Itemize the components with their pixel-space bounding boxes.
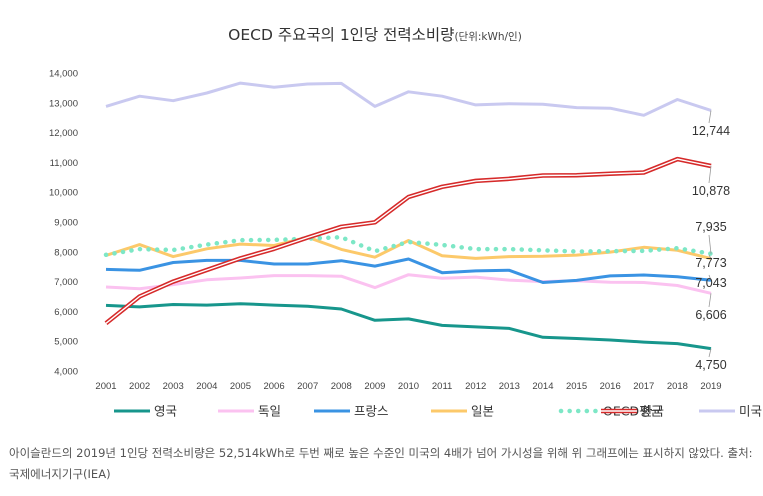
legend-item-0: 영국 xyxy=(114,404,177,419)
y-tick-label: 12,000 xyxy=(49,128,78,139)
series-line-4 xyxy=(103,234,714,258)
legend-label: 한국 xyxy=(641,404,664,419)
x-tick-label: 2006 xyxy=(263,381,284,392)
legend-label: 일본 xyxy=(471,404,494,419)
y-tick-label: 9,000 xyxy=(54,218,78,229)
y-tick-label: 13,000 xyxy=(49,98,78,109)
end-label-leader xyxy=(708,348,712,358)
y-axis: 4,000 5,000 6,000 7,000 8,000 9,000 10,000 11,0… xyxy=(49,69,78,378)
y-tick-label: 11,000 xyxy=(50,158,78,169)
end-label-leader xyxy=(708,110,712,124)
series-line-6 xyxy=(105,81,712,117)
legend-label: 영국 xyxy=(154,404,177,419)
x-tick-label: 2013 xyxy=(499,381,520,392)
line-chart: OECD 주요국의 1인당 전력소비량(단위:kWh/인) 4,000 5,000… xyxy=(49,26,762,419)
end-label: 7,043 xyxy=(695,276,726,290)
legend-item-6: 미국 xyxy=(699,404,762,419)
x-tick-label: 2005 xyxy=(230,381,251,392)
legend-label: 독일 xyxy=(258,404,281,419)
x-tick-label: 2003 xyxy=(163,381,184,392)
y-tick-label: 7,000 xyxy=(54,277,78,288)
x-tick-label: 2019 xyxy=(700,381,721,392)
series-line-1 xyxy=(105,273,712,295)
series-line-2 xyxy=(105,257,712,284)
x-tick-label: 2011 xyxy=(432,381,452,392)
x-tick-label: 2002 xyxy=(129,381,150,392)
series-line-3 xyxy=(105,235,712,261)
y-tick-label: 10,000 xyxy=(49,188,78,199)
end-labels: 4,750 6,606 7,043 7,773 7,935 10,878 12,744 xyxy=(692,110,730,372)
legend-label: 미국 xyxy=(739,404,762,419)
x-tick-label: 2015 xyxy=(566,381,587,392)
end-label-leader xyxy=(708,234,712,254)
legend: 영국독일프랑스일본OECD평균한국미국 xyxy=(114,404,762,419)
end-label: 10,878 xyxy=(692,184,730,198)
end-label: 12,744 xyxy=(692,124,730,138)
series-line-0 xyxy=(105,302,712,351)
footnote: 아이슬란드의 2019년 1인당 전력소비량은 52,514kWh로 두번 째로… xyxy=(9,446,753,481)
end-label-leader xyxy=(708,293,712,308)
x-tick-label: 2014 xyxy=(532,381,553,392)
end-label: 7,935 xyxy=(695,220,726,234)
x-tick-label: 2016 xyxy=(600,381,621,392)
chart-title-main: OECD 주요국의 1인당 전력소비량 xyxy=(228,26,454,44)
end-label: 4,750 xyxy=(695,358,726,372)
series-line-5-inner xyxy=(105,158,712,324)
series-lines xyxy=(103,81,714,351)
legend-label: 프랑스 xyxy=(354,404,389,419)
end-label: 6,606 xyxy=(695,308,726,322)
legend-item-1: 독일 xyxy=(218,404,281,419)
chart-title: OECD 주요국의 1인당 전력소비량(단위:kWh/인) xyxy=(228,26,522,44)
end-label-leader xyxy=(708,254,712,259)
y-tick-label: 5,000 xyxy=(54,337,78,348)
x-tick-label: 2018 xyxy=(667,381,688,392)
x-tick-label: 2010 xyxy=(398,381,419,392)
x-tick-label: 2017 xyxy=(633,381,654,392)
end-label-leader xyxy=(708,274,712,281)
y-tick-label: 14,000 xyxy=(49,69,78,80)
y-tick-label: 4,000 xyxy=(54,367,78,378)
end-label-leader xyxy=(708,165,712,184)
y-tick-label: 6,000 xyxy=(54,307,78,318)
legend-item-2: 프랑스 xyxy=(314,404,389,419)
x-tick-label: 2004 xyxy=(196,381,217,392)
x-axis: 2001 2002 2003 2004 2005 2006 2007 2008 2009 2010… xyxy=(95,381,721,392)
x-tick-label: 2001 xyxy=(95,381,116,392)
x-tick-label: 2007 xyxy=(297,381,318,392)
x-tick-label: 2009 xyxy=(364,381,385,392)
x-tick-label: 2008 xyxy=(331,381,352,392)
legend-item-5: 한국 xyxy=(601,404,664,419)
chart-title-unit: (단위:kWh/인) xyxy=(454,30,521,43)
end-label: 7,773 xyxy=(695,256,726,270)
legend-item-3: 일본 xyxy=(431,404,494,419)
x-tick-label: 2012 xyxy=(465,381,486,392)
y-tick-label: 8,000 xyxy=(54,247,78,258)
